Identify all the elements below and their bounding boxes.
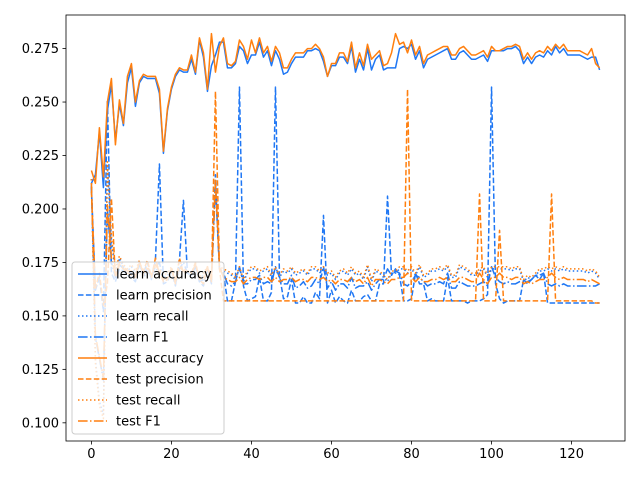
legend-label: test recall: [116, 394, 181, 409]
series-line-learn-accuracy: [90, 39, 601, 189]
legend-label: learn accuracy: [116, 268, 212, 283]
y-tick-label: 0.225: [22, 149, 59, 164]
x-tick-label: 120: [559, 447, 584, 462]
x-tick-label: 20: [163, 447, 180, 462]
y-tick-label: 0.200: [22, 202, 59, 217]
x-tick-label: 40: [243, 447, 260, 462]
x-tick-label: 60: [323, 447, 340, 462]
series-line-test-accuracy: [90, 32, 601, 185]
y-tick-label: 0.250: [22, 96, 59, 111]
x-tick-label: 100: [479, 447, 504, 462]
legend-label: learn precision: [116, 289, 212, 304]
series-line-learn-recall: [90, 165, 601, 416]
x-tick-label: 80: [403, 447, 420, 462]
x-tick-label: 0: [87, 447, 95, 462]
legend-label: test accuracy: [116, 352, 204, 367]
axes-frame: [65, 14, 626, 442]
x-axis: 0 20 40 60 80 100 120: [87, 441, 584, 462]
axes-border: [65, 14, 626, 442]
y-tick-label: 0.125: [22, 363, 59, 378]
y-tick-label: 0.100: [22, 416, 59, 431]
legend-label: test F1: [116, 415, 161, 430]
legend-label: learn recall: [116, 310, 188, 325]
y-tick-label: 0.150: [22, 309, 59, 324]
legend-box: [71, 261, 225, 435]
y-axis: 0.100 0.125 0.150 0.175 0.200 0.225 0.250 0.275: [22, 42, 66, 431]
legend: learn accuracy learn precision learn recal…: [71, 261, 225, 435]
y-tick-label: 0.275: [22, 42, 59, 57]
legend-label: learn F1: [116, 331, 169, 346]
series-line-learn-precision: [90, 86, 600, 313]
legend-label: test precision: [116, 373, 204, 388]
y-tick-label: 0.175: [22, 256, 59, 271]
